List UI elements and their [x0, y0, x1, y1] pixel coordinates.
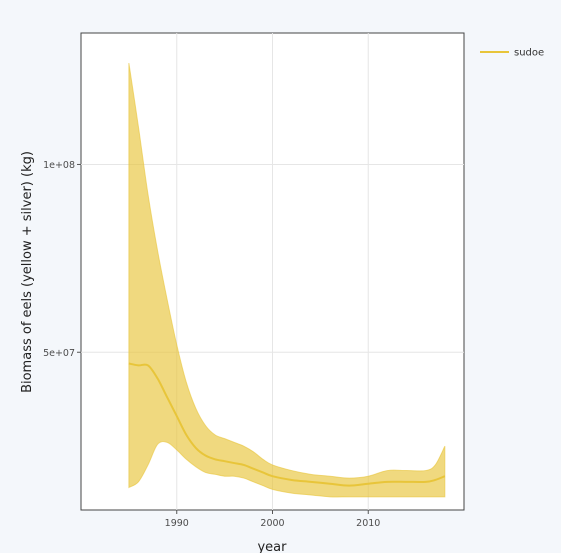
data-point-sudoe-1991 — [185, 434, 187, 436]
data-point-sudoe-1985 — [128, 362, 130, 364]
x-tick-label-1990: 1990 — [165, 518, 189, 529]
confidence-band-sudoe — [128, 62, 446, 498]
x-axis-title: year — [257, 540, 287, 553]
data-point-sudoe-2010 — [367, 483, 369, 485]
data-point-sudoe-1993 — [204, 454, 206, 456]
data-point-sudoe-2008 — [348, 484, 350, 486]
x-tick-label-2010: 2010 — [356, 518, 380, 529]
y-tick-label-1: 1e+08 — [43, 160, 75, 171]
series-line-sudoe — [128, 362, 446, 487]
data-point-sudoe-1987 — [147, 364, 149, 366]
data-point-sudoe-1996 — [233, 462, 235, 464]
band-layer — [128, 62, 446, 498]
data-point-sudoe-2006 — [329, 483, 331, 485]
y-tick-label-0: 5e+07 — [43, 348, 75, 359]
data-point-sudoe-1990 — [176, 415, 178, 417]
data-point-sudoe-1995 — [223, 460, 225, 462]
legend: sudoe — [480, 48, 544, 59]
y-axis-title: Biomass of eels (yellow + silver) (kg) — [20, 151, 35, 393]
data-point-sudoe-1989 — [166, 396, 168, 398]
data-point-sudoe-1997 — [243, 464, 245, 466]
data-point-sudoe-2002 — [290, 479, 292, 481]
data-point-sudoe-2016 — [425, 481, 427, 483]
data-point-sudoe-1988 — [156, 377, 158, 379]
data-point-sudoe-1999 — [262, 471, 264, 473]
data-point-sudoe-2017 — [434, 479, 436, 481]
data-point-sudoe-2004 — [310, 481, 312, 483]
data-point-sudoe-2014 — [405, 481, 407, 483]
data-point-sudoe-2012 — [386, 481, 388, 483]
legend-label-sudoe: sudoe — [514, 48, 544, 59]
data-point-sudoe-1992 — [195, 447, 197, 449]
grid-layer — [81, 33, 464, 510]
data-point-sudoe-1998 — [252, 467, 254, 469]
data-point-sudoe-2018 — [444, 475, 446, 477]
data-point-sudoe-2000 — [271, 475, 273, 477]
axis-layer: 1990 2000 2010 5e+07 1e+08 — [43, 160, 380, 529]
x-tick-label-2000: 2000 — [260, 518, 284, 529]
line-layer — [128, 362, 446, 487]
data-point-sudoe-1994 — [214, 458, 216, 460]
data-point-sudoe-1986 — [137, 364, 139, 366]
